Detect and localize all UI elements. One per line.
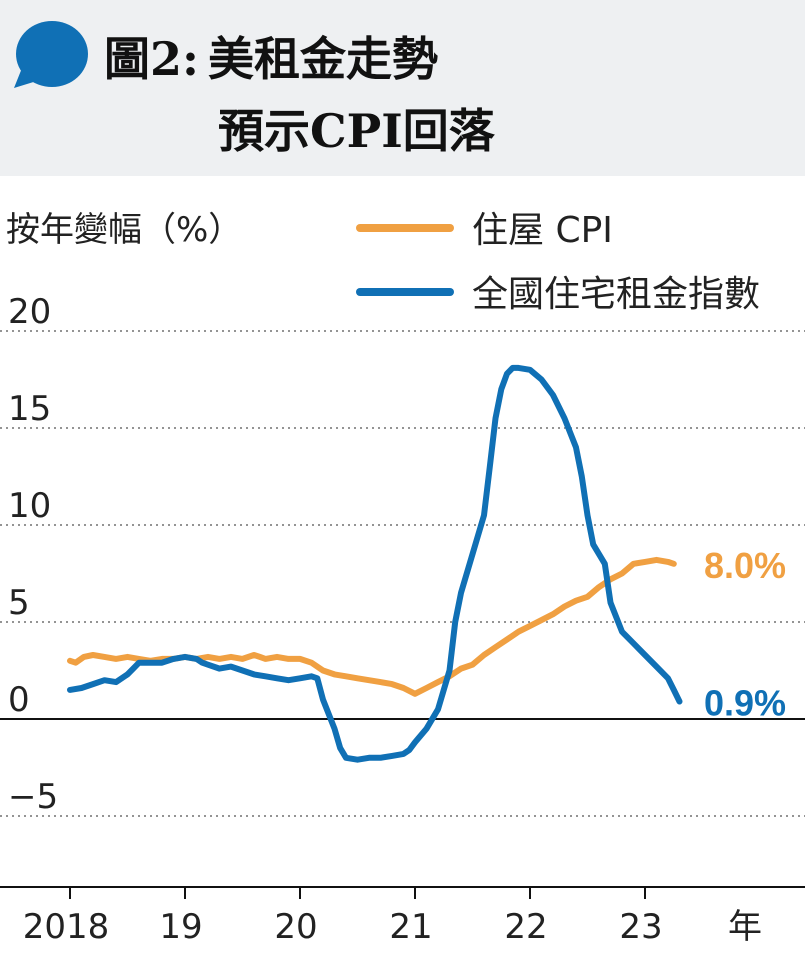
x-axis-label: 年 xyxy=(728,907,762,947)
y-tick-labels: 20 15 10 5 0 −5 xyxy=(8,292,58,817)
y-tick-label: 10 xyxy=(8,486,51,526)
header-band xyxy=(0,0,805,176)
x-tick-label: 19 xyxy=(159,907,202,947)
end-labels: 8.0% 0.9% xyxy=(704,545,786,724)
title-line2: 預示CPI回落 xyxy=(218,104,496,158)
series-lines xyxy=(67,364,683,763)
y-tick-label: −5 xyxy=(8,777,58,817)
y-tick-label: 20 xyxy=(8,292,51,332)
y-tick-label: 15 xyxy=(8,389,51,429)
x-tick-label: 23 xyxy=(619,907,662,947)
figure-label: 圖2: xyxy=(104,32,199,86)
y-tick-label: 5 xyxy=(8,583,30,623)
y-axis-label: 按年變幅（%） xyxy=(6,210,242,250)
x-tick-label: 2018 xyxy=(23,907,110,947)
rent-index-line xyxy=(67,364,683,763)
legend-label-housing-cpi: 住屋 CPI xyxy=(472,210,613,251)
speech-bubble-icon xyxy=(14,21,88,88)
legend: 住屋 CPI 全國住宅租金指數 xyxy=(356,210,760,315)
y-tick-label: 0 xyxy=(8,680,30,720)
rent-index-end-label: 0.9% xyxy=(704,683,786,724)
title-line1: 美租金走勢 xyxy=(208,32,438,86)
x-tick-label: 20 xyxy=(274,907,317,947)
x-tick-label: 21 xyxy=(389,907,432,947)
x-axis: 2018 19 20 21 22 23 年 xyxy=(0,886,805,947)
x-tick-label: 22 xyxy=(504,907,547,947)
legend-label-rent-index: 全國住宅租金指數 xyxy=(472,274,760,315)
housing-cpi-line xyxy=(67,556,677,697)
housing-cpi-end-label: 8.0% xyxy=(704,545,786,586)
gridlines xyxy=(0,330,805,817)
